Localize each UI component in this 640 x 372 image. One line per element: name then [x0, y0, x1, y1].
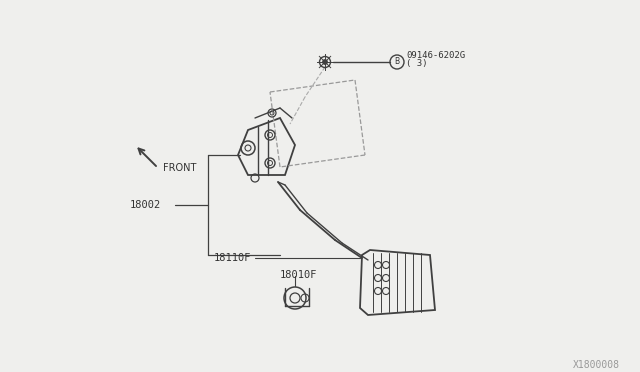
Text: B: B — [394, 58, 399, 67]
Text: FRONT: FRONT — [163, 163, 196, 173]
Text: ( 3): ( 3) — [406, 59, 428, 68]
Text: X1800008: X1800008 — [573, 360, 620, 370]
Text: 18010F: 18010F — [280, 270, 317, 280]
Circle shape — [323, 60, 328, 64]
Text: 18002: 18002 — [130, 200, 161, 210]
Text: 09146-6202G: 09146-6202G — [406, 51, 465, 60]
Text: 18110F: 18110F — [214, 253, 252, 263]
